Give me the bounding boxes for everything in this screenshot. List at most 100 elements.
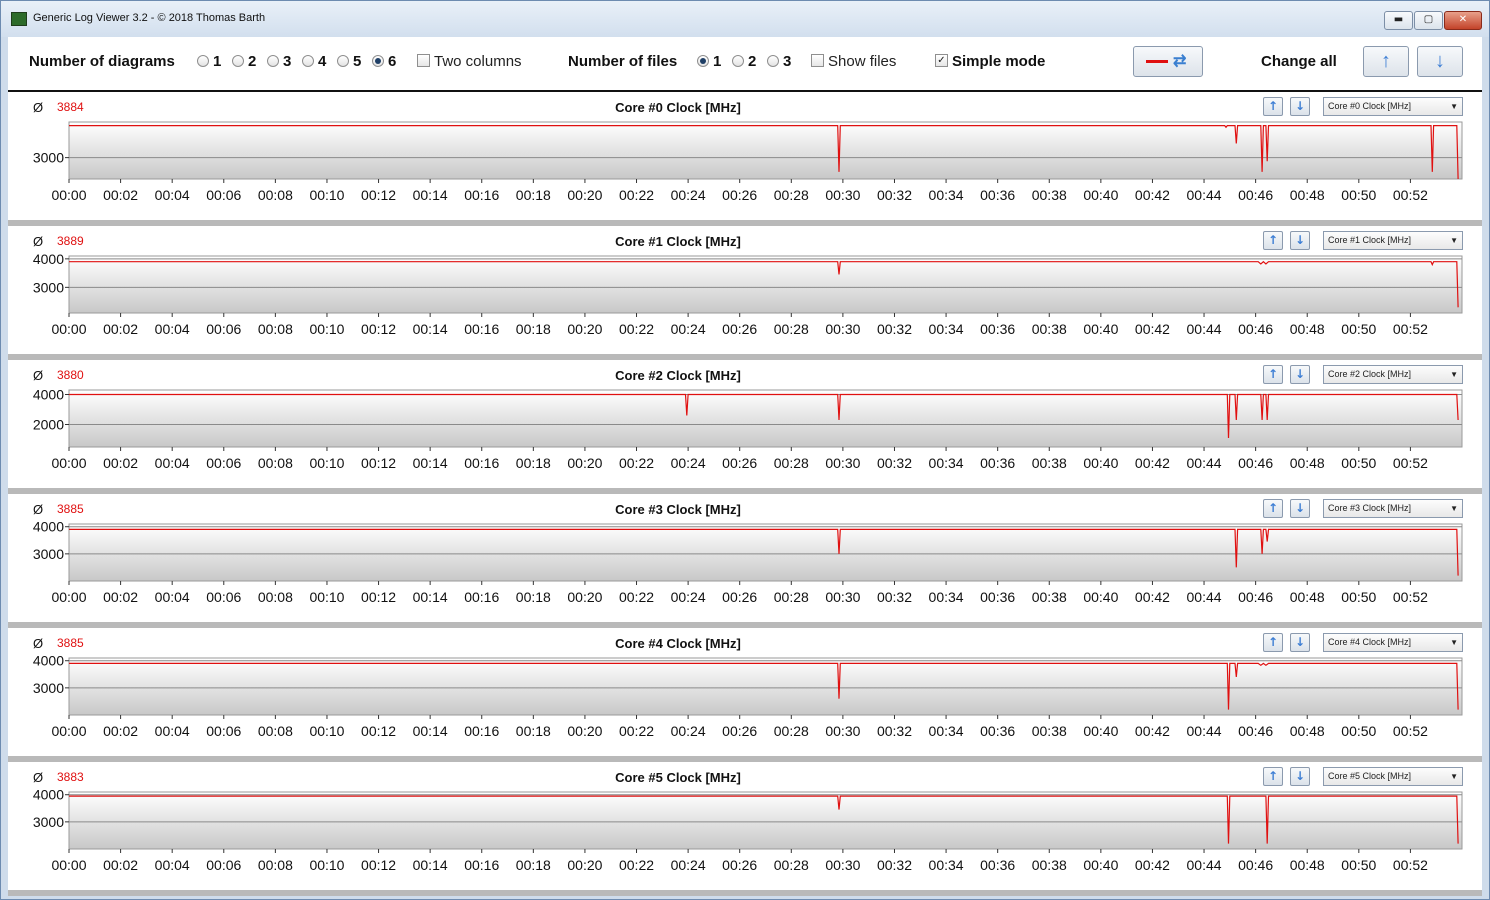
x-tick-label: 00:24 [671, 857, 706, 873]
diagram-move-up-button[interactable]: ↑ [1263, 231, 1283, 250]
plot-area [68, 389, 1463, 448]
diagram-move-down-button[interactable]: ↓ [1290, 633, 1310, 652]
x-tick-label: 00:02 [103, 187, 138, 203]
x-tick-label: 00:00 [51, 857, 86, 873]
x-tick-label: 00:04 [155, 723, 190, 739]
x-tick-label: 00:24 [671, 723, 706, 739]
close-button[interactable]: ✕ [1444, 11, 1482, 30]
simple-mode-checkbox[interactable]: ✓ [935, 54, 948, 67]
x-tick-label: 00:32 [877, 455, 912, 471]
x-tick-label: 00:02 [103, 455, 138, 471]
x-tick-label: 00:46 [1238, 589, 1273, 605]
diagrams-radio-3[interactable] [267, 55, 279, 67]
diagram-separator[interactable] [8, 220, 1482, 226]
x-tick-label: 00:02 [103, 723, 138, 739]
diagrams-radio-1[interactable] [197, 55, 209, 67]
sensor-select[interactable]: Core #2 Clock [MHz] ▼ [1323, 365, 1463, 384]
sensor-select[interactable]: Core #4 Clock [MHz] ▼ [1323, 633, 1463, 652]
x-tick-label: 00:36 [980, 455, 1015, 471]
sensor-select-value: Core #2 Clock [MHz] [1328, 369, 1412, 379]
minimize-icon: ▬ [1393, 14, 1404, 25]
files-radio-3[interactable] [767, 55, 779, 67]
sensor-select-value: Core #0 Clock [MHz] [1328, 101, 1412, 111]
plot-area [68, 255, 1463, 314]
x-tick-label: 00:44 [1187, 723, 1222, 739]
plot-area [68, 121, 1463, 180]
show-files-checkbox[interactable] [811, 54, 824, 67]
diagram-move-up-button[interactable]: ↑ [1263, 97, 1283, 116]
x-tick-label: 00:48 [1290, 589, 1325, 605]
change-all-down-button[interactable]: ↓ [1417, 46, 1463, 77]
window-title: Generic Log Viewer 3.2 - © 2018 Thomas B… [33, 12, 266, 24]
sensor-select[interactable]: Core #3 Clock [MHz] ▼ [1323, 499, 1463, 518]
diagrams-radio-4[interactable] [302, 55, 314, 67]
arrow-up-icon: ↑ [1267, 635, 1279, 649]
diagram-move-up-button[interactable]: ↑ [1263, 633, 1283, 652]
diagram-separator[interactable] [8, 488, 1482, 494]
sensor-select-value: Core #1 Clock [MHz] [1328, 235, 1412, 245]
diagram-plot: 3000 4000 00:00 00:02 00:04 00:06 00:08 00:10 00… [33, 653, 1463, 739]
two-columns-checkbox[interactable] [417, 54, 430, 67]
diagram-separator[interactable] [8, 890, 1482, 896]
x-tick-label: 00:40 [1083, 857, 1118, 873]
x-tick-label: 00:40 [1083, 187, 1118, 203]
x-tick-label: 00:04 [155, 321, 190, 337]
x-tick-label: 00:24 [671, 589, 706, 605]
x-tick-label: 00:06 [206, 589, 241, 605]
change-all-up-button[interactable]: ↑ [1363, 46, 1409, 77]
x-tick-label: 00:20 [567, 321, 602, 337]
diagrams-radio-2[interactable] [232, 55, 244, 67]
x-tick-label: 00:52 [1393, 187, 1428, 203]
x-tick-label: 00:24 [671, 455, 706, 471]
x-tick-label: 00:38 [1032, 723, 1067, 739]
x-tick-label: 00:42 [1135, 723, 1170, 739]
title-bar[interactable]: Generic Log Viewer 3.2 - © 2018 Thomas B… [1, 1, 1489, 37]
sensor-select[interactable]: Core #1 Clock [MHz] ▼ [1323, 231, 1463, 250]
diagrams-radio-5[interactable] [337, 55, 349, 67]
diagram-move-down-button[interactable]: ↓ [1290, 767, 1310, 786]
swap-series-button[interactable]: ⇄ [1133, 46, 1203, 77]
x-tick-label: 00:36 [980, 589, 1015, 605]
arrow-down-icon: ↓ [1294, 769, 1306, 783]
diagram-move-up-button[interactable]: ↑ [1263, 365, 1283, 384]
diagrams-option-label: 3 [283, 53, 292, 70]
files-radio-2[interactable] [732, 55, 744, 67]
x-tick-label: 00:52 [1393, 857, 1428, 873]
diagram-separator[interactable] [8, 756, 1482, 762]
x-tick-label: 00:20 [567, 187, 602, 203]
diagrams-option-label: 6 [388, 53, 397, 70]
x-tick-label: 00:10 [309, 321, 344, 337]
minimize-button[interactable]: ▬ [1384, 11, 1413, 30]
x-tick-label: 00:22 [619, 321, 654, 337]
sensor-select[interactable]: Core #5 Clock [MHz] ▼ [1323, 767, 1463, 786]
x-tick-label: 00:26 [722, 723, 757, 739]
arrow-up-icon: ↑ [1381, 50, 1391, 72]
average-symbol: Ø [33, 502, 44, 517]
files-option-label: 1 [713, 53, 722, 70]
diagram-separator[interactable] [8, 354, 1482, 360]
sensor-select[interactable]: Core #0 Clock [MHz] ▼ [1323, 97, 1463, 116]
diagram-separator[interactable] [8, 622, 1482, 628]
diagram-move-up-button[interactable]: ↑ [1263, 767, 1283, 786]
x-tick-label: 00:38 [1032, 455, 1067, 471]
x-tick-label: 00:14 [413, 589, 448, 605]
diagram-title: Core #5 Clock [MHz] [615, 770, 741, 785]
maximize-button[interactable]: ▢ [1414, 11, 1443, 30]
diagram-move-down-button[interactable]: ↓ [1290, 499, 1310, 518]
x-tick-label: 00:52 [1393, 455, 1428, 471]
diagram-move-down-button[interactable]: ↓ [1290, 97, 1310, 116]
x-tick-label: 00:08 [258, 589, 293, 605]
series-line [69, 528, 1459, 576]
x-tick-label: 00:30 [825, 857, 860, 873]
files-radio-1[interactable] [697, 55, 709, 67]
diagram-move-down-button[interactable]: ↓ [1290, 231, 1310, 250]
arrow-down-icon: ↓ [1294, 501, 1306, 515]
diagram-title: Core #3 Clock [MHz] [615, 502, 741, 517]
diagram-panel: 3000 4000 00:00 00:02 00:04 00:06 00:08 00:10 00… [8, 494, 1482, 622]
x-tick-label: 00:06 [206, 857, 241, 873]
diagram-move-down-button[interactable]: ↓ [1290, 365, 1310, 384]
x-tick-label: 00:16 [464, 857, 499, 873]
x-tick-label: 00:16 [464, 187, 499, 203]
diagrams-radio-6[interactable] [372, 55, 384, 67]
diagram-move-up-button[interactable]: ↑ [1263, 499, 1283, 518]
